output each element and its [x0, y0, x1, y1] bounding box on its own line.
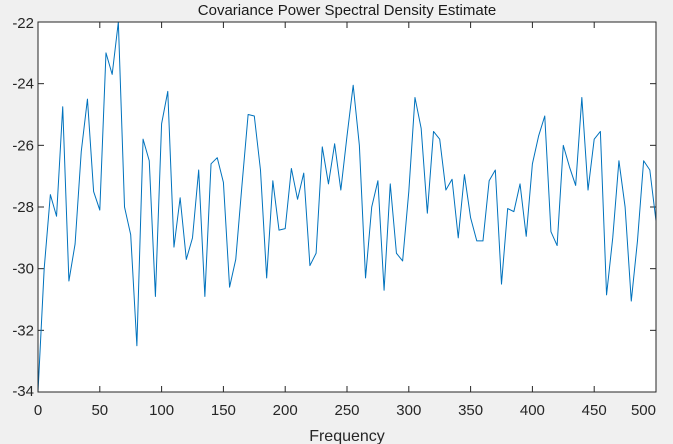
plot-area	[38, 22, 656, 392]
y-tick-label-3: -28	[12, 199, 34, 216]
x-tick-labels: 0 50 100 150 200 250 300 350 400 450 500	[34, 402, 656, 419]
x-tick-label-6: 300	[396, 402, 421, 419]
y-tick-label-6: -34	[12, 383, 34, 400]
x-tick-label-0: 0	[34, 402, 42, 419]
y-tick-label-5: -32	[12, 322, 34, 339]
y-tick-label-0: -22	[12, 15, 34, 32]
x-tick-label-2: 100	[149, 402, 174, 419]
x-tick-label-7: 350	[458, 402, 483, 419]
x-tick-label-4: 200	[273, 402, 298, 419]
x-tick-label-3: 150	[211, 402, 236, 419]
x-tick-label-1: 50	[91, 402, 108, 419]
x-tick-label-10: 500	[631, 402, 656, 419]
plot-frame	[37, 21, 657, 393]
y-tick-label-2: -26	[12, 137, 34, 154]
psd-series-line	[37, 21, 657, 393]
y-tick-labels: -22 -24 -26 -28 -30 -32 -34	[12, 15, 34, 400]
y-tick-label-4: -30	[12, 261, 34, 278]
x-tick-label-5: 250	[334, 402, 359, 419]
x-tick-label-8: 400	[520, 402, 545, 419]
chart-title: Covariance Power Spectral Density Estima…	[198, 2, 496, 19]
x-axis-label: Frequency	[309, 428, 385, 444]
x-tick-label-9: 450	[582, 402, 607, 419]
y-tick-label-1: -24	[12, 76, 34, 93]
